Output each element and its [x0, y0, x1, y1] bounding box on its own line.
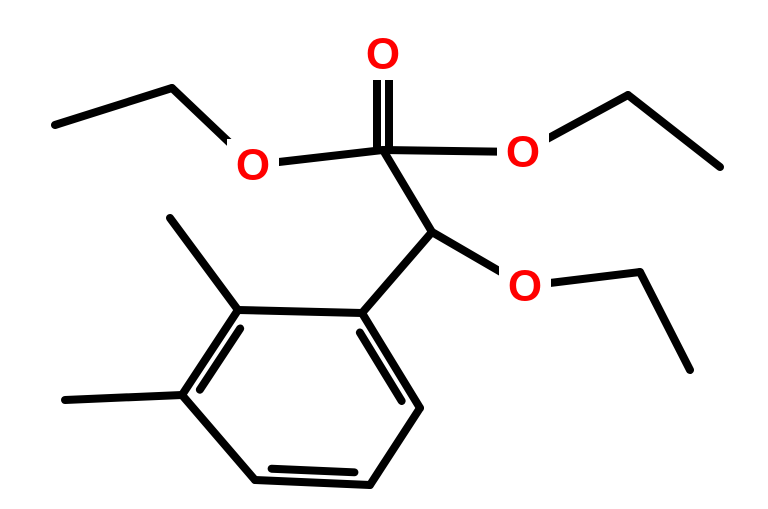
atom-label-o: O	[236, 141, 270, 190]
atom-label-o: O	[508, 262, 542, 311]
atom-label-o: O	[506, 128, 540, 177]
molecule-diagram: O O O O	[0, 0, 768, 509]
atom-label-o: O	[366, 30, 400, 79]
